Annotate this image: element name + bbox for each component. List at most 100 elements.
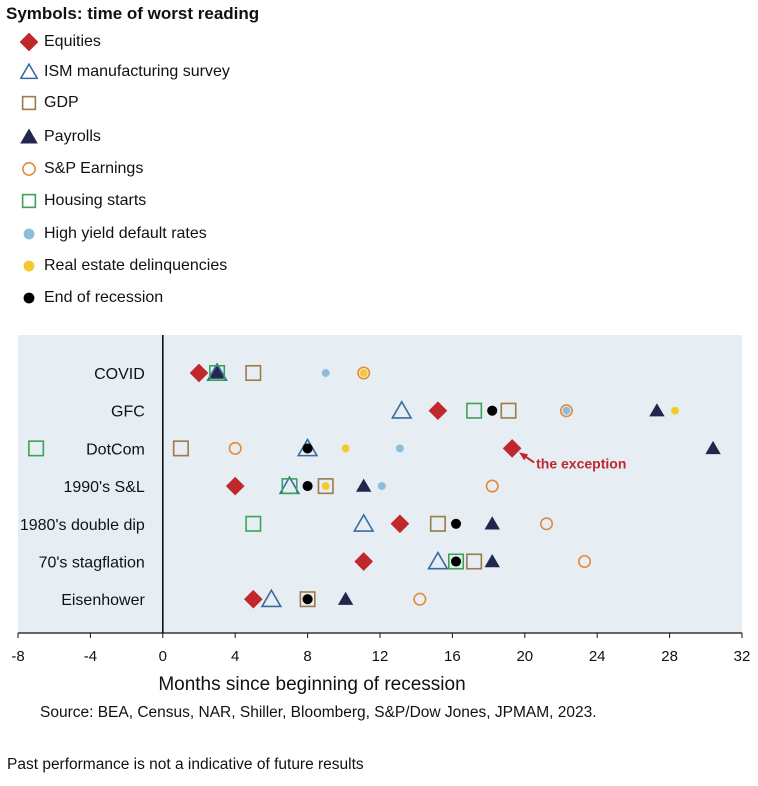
legend-label: S&P Earnings bbox=[44, 160, 144, 177]
point-gdp bbox=[172, 440, 189, 457]
point-sp_earnings bbox=[559, 404, 573, 418]
y-category-label: 1990's S&L bbox=[63, 479, 144, 496]
point-housing bbox=[281, 478, 298, 495]
point-end_recession bbox=[450, 556, 462, 567]
legend-item-housing: Housing starts bbox=[20, 190, 146, 212]
filled-circle-icon bbox=[23, 292, 35, 304]
point-gdp bbox=[245, 364, 262, 382]
legend-item-gdp: GDP bbox=[20, 92, 79, 114]
x-tick-label: 16 bbox=[444, 648, 461, 665]
point-gdp bbox=[500, 402, 517, 419]
open-square-icon bbox=[21, 193, 37, 209]
point-housing bbox=[28, 440, 45, 457]
point-housing bbox=[466, 402, 483, 419]
point-gdp bbox=[429, 515, 446, 532]
x-tick-label: -4 bbox=[84, 648, 97, 665]
y-category-label: 70's stagflation bbox=[39, 555, 145, 572]
point-payrolls bbox=[484, 516, 500, 530]
point-payrolls bbox=[209, 365, 225, 379]
point-re_delinq bbox=[359, 369, 368, 377]
y-category-label: GFC bbox=[111, 404, 145, 421]
point-equities bbox=[189, 363, 209, 383]
point-hy_default bbox=[395, 444, 404, 453]
legend-label: High yield default rates bbox=[44, 225, 207, 242]
point-ism bbox=[260, 588, 283, 608]
point-equities bbox=[502, 439, 522, 458]
legend-label: End of recession bbox=[44, 289, 164, 306]
legend-symbol-housing bbox=[21, 193, 37, 209]
legend-item-re-delinq: Real estate delinquencies bbox=[20, 255, 227, 277]
legend-item-end-recession: End of recession bbox=[20, 287, 163, 309]
x-tick-label: 4 bbox=[231, 648, 239, 665]
open-square-icon bbox=[21, 95, 37, 111]
x-tick-label: 12 bbox=[372, 648, 389, 665]
point-gdp bbox=[466, 553, 483, 570]
legend-label: GDP bbox=[44, 94, 79, 111]
point-equities bbox=[243, 589, 263, 609]
legend-symbol-re_delinq bbox=[23, 260, 35, 272]
point-sp_earnings bbox=[413, 592, 427, 606]
legend-item-ism: ISM manufacturing survey bbox=[20, 61, 230, 83]
point-equities bbox=[390, 514, 410, 534]
legend-label: Equities bbox=[44, 33, 101, 50]
point-re_delinq bbox=[341, 444, 350, 453]
point-payrolls bbox=[649, 403, 665, 417]
scatter-chart: -8 -4 0 4 8 12 16 20 24 28 32 COVID GFC DotCom 1990's … bbox=[11, 335, 751, 665]
point-payrolls bbox=[705, 440, 721, 455]
point-equities bbox=[225, 476, 245, 496]
point-ism bbox=[352, 513, 375, 532]
x-tick-label: 32 bbox=[734, 648, 751, 665]
point-sp_earnings bbox=[485, 479, 499, 493]
x-tick-label: 20 bbox=[516, 648, 533, 665]
point-gdp bbox=[299, 591, 316, 608]
point-hy_default bbox=[377, 482, 386, 491]
y-category-label: Eisenhower bbox=[61, 592, 145, 609]
point-sp_earnings bbox=[228, 441, 242, 455]
legend-label: Payrolls bbox=[44, 128, 101, 145]
point-equities bbox=[354, 552, 374, 571]
source-note: Source: BEA, Census, NAR, Shiller, Bloom… bbox=[40, 704, 597, 721]
x-tick-label: 24 bbox=[589, 648, 606, 665]
point-payrolls bbox=[356, 478, 372, 492]
point-housing bbox=[209, 364, 226, 382]
legend-item-hy-default: High yield default rates bbox=[20, 223, 207, 245]
annotation-arrowhead bbox=[519, 452, 529, 461]
x-axis-title: Months since beginning of recession bbox=[158, 674, 466, 695]
point-equities bbox=[428, 401, 448, 421]
y-category-label: COVID bbox=[94, 366, 145, 383]
legend-symbol-payrolls bbox=[20, 128, 38, 144]
point-housing bbox=[245, 515, 262, 532]
point-sp_earnings bbox=[539, 517, 554, 531]
point-housing bbox=[447, 553, 465, 570]
disclaimer-note: Past performance is not a indicative of … bbox=[7, 756, 364, 773]
legend-symbol-end_recession bbox=[23, 292, 35, 304]
legend-label: Housing starts bbox=[44, 192, 147, 209]
x-tick-label: 28 bbox=[661, 648, 678, 665]
point-end_recession bbox=[450, 518, 462, 529]
point-end_recession bbox=[302, 481, 313, 492]
point-gdp bbox=[317, 478, 334, 495]
point-ism bbox=[427, 550, 449, 570]
filled-triangle-icon bbox=[20, 128, 38, 144]
y-category-label: DotCom bbox=[86, 441, 145, 458]
point-payrolls bbox=[337, 591, 354, 605]
point-hy_default bbox=[321, 369, 330, 377]
legend-symbol-gdp bbox=[21, 95, 37, 111]
legend-symbol-hy_default bbox=[23, 228, 35, 240]
filled-circle-icon bbox=[23, 260, 35, 272]
legend-symbol-sp_earnings bbox=[22, 162, 36, 176]
legend-title: Symbols: time of worst reading bbox=[6, 4, 260, 23]
legend-item-equities: Equities bbox=[20, 31, 101, 53]
point-re_delinq bbox=[321, 482, 330, 491]
point-end_recession bbox=[302, 443, 313, 454]
point-ism bbox=[390, 400, 413, 419]
open-circle-icon bbox=[22, 162, 36, 176]
x-tick-label: 0 bbox=[159, 648, 167, 665]
y-category-label: 1980's double dip bbox=[20, 517, 145, 534]
filled-circle-icon bbox=[23, 228, 35, 240]
x-tick-label: -8 bbox=[11, 648, 24, 665]
point-re_delinq bbox=[671, 406, 679, 415]
point-end_recession bbox=[302, 594, 313, 605]
annotation-text: the exception bbox=[536, 455, 626, 471]
point-end_recession bbox=[487, 405, 498, 416]
